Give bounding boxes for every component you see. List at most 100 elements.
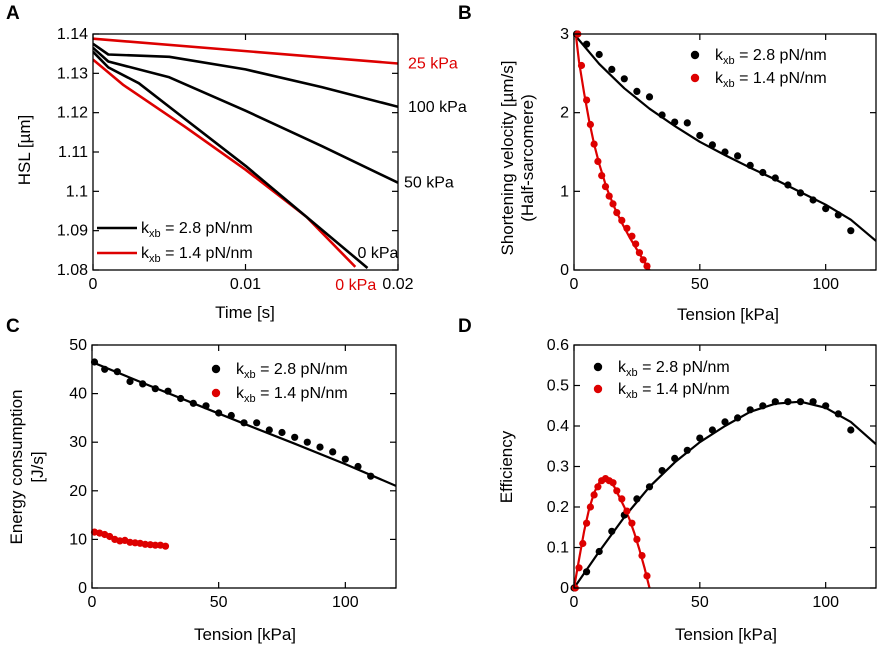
panel-c-y-tick-label-3: 30 xyxy=(69,434,87,451)
chart-panel-d: Tension [kPa] Efficiency 0 50 100 0 0.1 0.2 0.… xyxy=(497,337,877,644)
panel-d-y-tick-label-5: 0.5 xyxy=(547,378,569,395)
panel-c-data-point-s0-18 xyxy=(316,443,324,451)
panel-c-data-point-s0-7 xyxy=(177,394,185,403)
panel-d-data-point-s0-17 xyxy=(784,398,792,406)
panel-c-data-point-s0-11 xyxy=(227,411,235,420)
panel-b-data-point-s1-3 xyxy=(586,120,595,129)
panel-d-data-point-s0-18 xyxy=(796,398,805,406)
panel-d-x-tick-label-0: 0 xyxy=(570,594,579,611)
panel-c-data-point-s0-0 xyxy=(90,358,99,366)
panel-b-data-point-s0-22 xyxy=(847,227,855,235)
panel-d-data-point-s1-14 xyxy=(628,519,636,527)
panel-d-data-point-s0-6 xyxy=(645,483,654,491)
panel-d-data-point-s1-1 xyxy=(575,564,583,572)
panel-b-xlabel: Tension [kPa] xyxy=(677,305,779,324)
panel-b-data-point-s0-19 xyxy=(809,196,817,204)
panel-a-y-tick-label-1: 1.09 xyxy=(57,223,88,240)
panel-b-y-tick-label-2: 2 xyxy=(560,105,569,122)
panel-d-data-point-s0-15 xyxy=(759,402,767,410)
panel-b-data-point-s0-18 xyxy=(796,189,805,197)
panel-b-x-tick-label-0: 0 xyxy=(570,276,579,293)
panel-c-data-point-s0-9 xyxy=(202,402,210,410)
panel-d-data-point-s1-12 xyxy=(618,495,626,503)
panel-b-data-point-s1-17 xyxy=(643,262,651,270)
panel-c-x-tick-label-1: 50 xyxy=(210,594,228,611)
panel-b-data-point-s0-15 xyxy=(759,168,767,177)
panel-b-data-point-s1-1 xyxy=(577,61,586,70)
panel-a-y-tick-label-5: 1.13 xyxy=(57,65,88,82)
panel-d-data-point-s1-11 xyxy=(613,487,621,495)
chart-panel-c: Tension [kPa] Energy consumption [J/s] 0… xyxy=(7,337,397,644)
panel-c-data-point-s0-10 xyxy=(215,409,223,417)
panel-b-data-point-s0-9 xyxy=(683,119,691,127)
panel-b-legend-marker-black xyxy=(690,50,700,60)
panel-c-xlabel: Tension [kPa] xyxy=(194,625,296,644)
panel-c-data-point-s0-19 xyxy=(329,448,337,456)
panel-a-series-label-2: 100 kPa xyxy=(408,99,467,116)
panel-b-data-point-s0-4 xyxy=(620,75,628,83)
panel-a-x-tick-label-0: 0 xyxy=(89,276,98,293)
panel-c-plot-area xyxy=(92,360,396,548)
panel-d-y-tick-label-0: 0 xyxy=(560,580,569,597)
panel-b-data-point-s0-2 xyxy=(595,50,603,59)
panel-b-data-point-s0-3 xyxy=(608,65,616,73)
panel-d-legend-label-red: kxb = 1.4 pN/nm xyxy=(618,381,730,401)
panel-d-data-point-s1-6 xyxy=(594,483,602,491)
panel-c-data-point-s1-12 xyxy=(151,541,159,549)
panel-a-y-tick-label-6: 1.14 xyxy=(57,26,88,43)
panel-d-data-point-s0-9 xyxy=(683,446,691,454)
panel-b-ylabel: Shortening velocity [µm/s] xyxy=(498,61,517,256)
panel-d-data-point-s1-4 xyxy=(586,503,595,511)
panel-c-data-point-s0-14 xyxy=(265,426,273,434)
panel-d-data-point-s0-2 xyxy=(595,547,603,556)
panel-b-data-point-s1-11 xyxy=(618,216,626,224)
chart-panel-a: Time [s] HSL [µm] 25 kPa 0 kPa 100 kPa 50 k… xyxy=(15,26,467,322)
panel-letter-c: C xyxy=(6,316,20,337)
panel-d-data-point-s0-13 xyxy=(734,414,742,422)
panel-c-data-point-s0-8 xyxy=(189,399,197,407)
panel-b-legend-label-red: kxb = 1.4 pN/nm xyxy=(715,70,827,90)
panel-a-series-label-1: 0 kPa xyxy=(335,277,376,294)
panel-c-ylabel: Energy consumption xyxy=(7,390,26,545)
panel-d-xlabel: Tension [kPa] xyxy=(675,625,777,644)
panel-b-data-point-s0-13 xyxy=(734,152,742,160)
panel-d-ylabel: Efficiency xyxy=(497,430,516,503)
panel-c-data-point-s0-6 xyxy=(164,387,172,395)
panel-d-data-point-s0-1 xyxy=(583,568,591,576)
panel-c-legend-marker-black xyxy=(211,364,221,374)
panel-b-data-point-s1-16 xyxy=(639,256,647,264)
panel-a-series-line-2 xyxy=(93,42,398,109)
panel-a-series-line-3 xyxy=(93,46,398,184)
panel-a-series-label-0: 25 kPa xyxy=(408,56,458,73)
panel-c-y-tick-label-0: 0 xyxy=(78,580,87,597)
panel-b-data-point-s0-21 xyxy=(834,211,842,219)
panel-c-data-point-s0-22 xyxy=(367,472,375,480)
panel-d-data-point-s0-3 xyxy=(608,527,616,535)
panel-c-data-point-s1-14 xyxy=(161,542,170,550)
panel-b-data-point-s1-12 xyxy=(623,224,631,232)
panel-d-y-tick-label-2: 0.2 xyxy=(547,499,569,516)
panel-d-data-point-s1-16 xyxy=(638,552,646,560)
panel-c-x-tick-label-2: 100 xyxy=(332,594,359,611)
panel-b-data-point-s1-13 xyxy=(628,232,636,240)
panel-d-legend-label-black: kxb = 2.8 pN/nm xyxy=(618,359,730,379)
panel-d-data-point-s0-11 xyxy=(708,426,717,434)
panel-b-data-point-s1-4 xyxy=(590,140,598,148)
panel-b-data-point-s0-6 xyxy=(645,93,654,101)
panel-b-data-point-s0-16 xyxy=(771,174,779,182)
panel-c-legend-marker-red xyxy=(211,388,221,398)
panel-d-data-point-s1-10 xyxy=(609,479,617,487)
panel-d-data-point-s0-14 xyxy=(746,406,754,414)
panel-d-legend-marker-black xyxy=(593,362,603,372)
panel-b-x-tick-label-1: 50 xyxy=(691,276,709,293)
panel-c-data-point-s0-1 xyxy=(101,365,109,373)
panel-d-data-point-s1-5 xyxy=(590,491,598,499)
panel-d-y-tick-label-1: 0.1 xyxy=(547,540,569,557)
panel-b-data-point-s0-11 xyxy=(708,141,717,149)
panel-c-data-point-s0-2 xyxy=(113,368,121,376)
panel-b-data-point-s1-9 xyxy=(609,200,617,208)
panel-b-data-point-s1-8 xyxy=(605,192,613,200)
panel-a-plot-area xyxy=(93,37,398,269)
panel-c-legend-label-red: kxb = 1.4 pN/nm xyxy=(236,385,348,405)
panel-c-data-point-s0-15 xyxy=(278,428,286,437)
